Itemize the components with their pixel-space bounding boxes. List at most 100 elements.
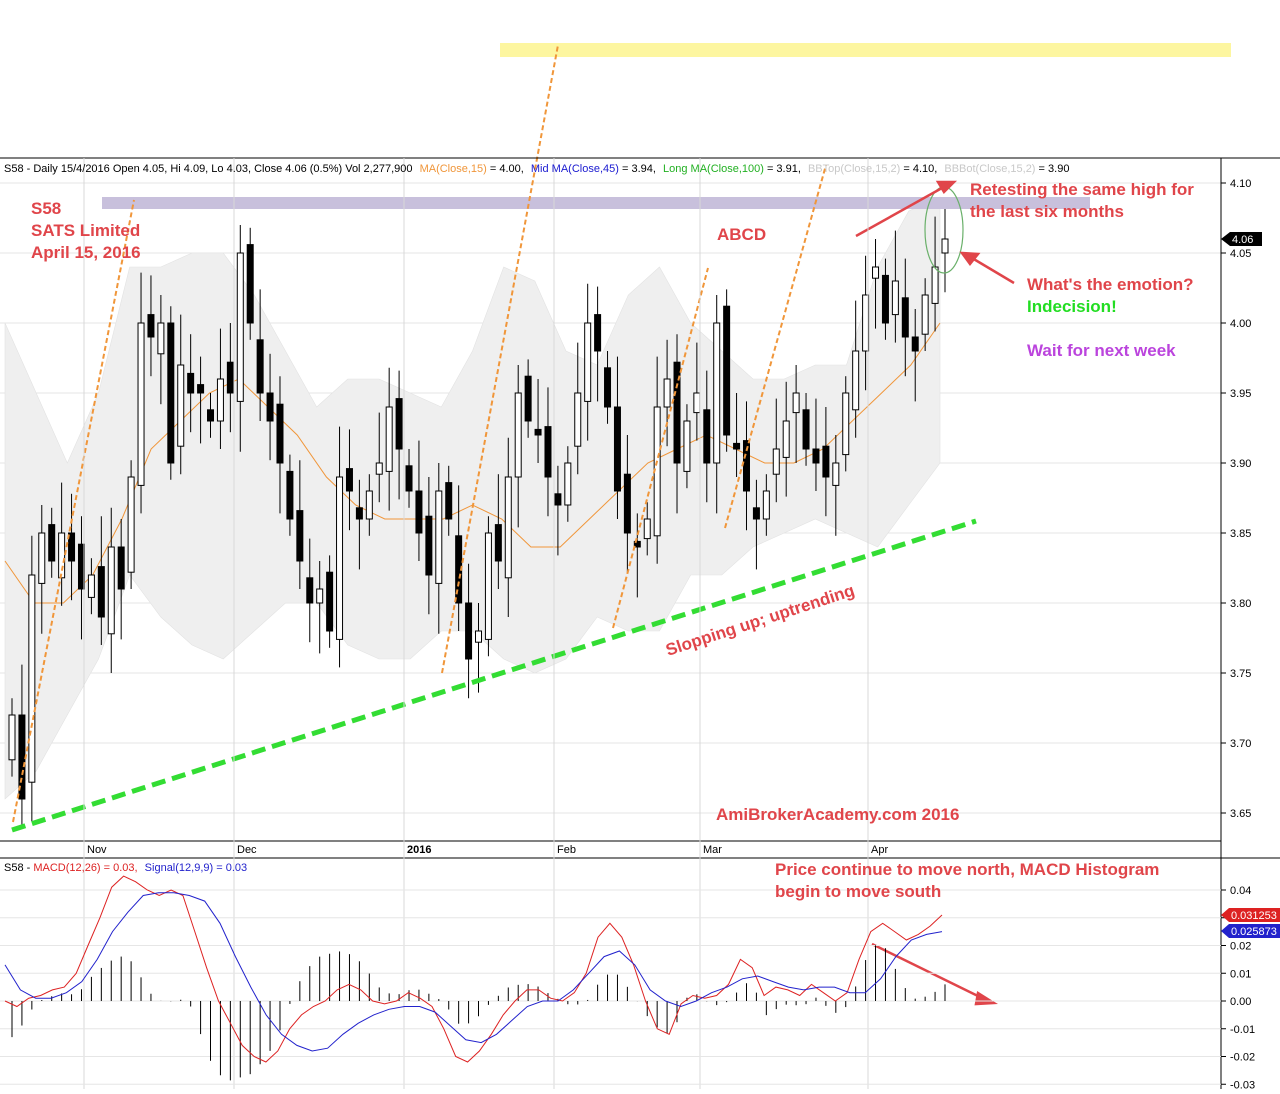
- highlight-band: [500, 43, 1231, 57]
- candle-body: [425, 515, 433, 576]
- candle-body: [613, 406, 621, 492]
- candle-body: [38, 532, 46, 584]
- abcd-line-1: [12, 199, 135, 823]
- macd-tick-label: -0.01: [1230, 1024, 1255, 1036]
- macd-note-line-2: begin to move south: [775, 882, 941, 901]
- candle-body: [723, 305, 731, 436]
- candle-body: [207, 409, 215, 422]
- candle-body: [465, 602, 473, 660]
- macd-line: [4, 875, 943, 1063]
- resistance-band: [102, 197, 1090, 209]
- candle-body: [673, 361, 681, 464]
- candle-body: [604, 367, 612, 408]
- month-label: Mar: [703, 844, 722, 856]
- month-labels: Nov Dec 2016 Feb Mar Apr: [83, 158, 888, 1089]
- candle-body: [812, 448, 820, 464]
- candle-body: [375, 462, 383, 475]
- emotion-question: What's the emotion?: [1027, 275, 1193, 294]
- candle-body: [97, 566, 105, 618]
- candle-body: [822, 445, 830, 478]
- candle-body: [872, 266, 880, 279]
- candle-body: [187, 372, 195, 394]
- macd-grid: [0, 889, 1221, 1085]
- macd-arrowhead: [974, 990, 999, 1006]
- retest-line-2: the last six months: [970, 202, 1124, 221]
- abcd-lines: [12, 44, 827, 823]
- candle-body: [445, 482, 453, 520]
- candle-body: [415, 490, 423, 534]
- candle-body: [68, 532, 76, 562]
- macd-tick-label: -0.02: [1230, 1052, 1255, 1064]
- price-tick-label: 3.90: [1230, 458, 1251, 470]
- candle-body: [336, 476, 344, 640]
- candle-body: [385, 406, 393, 472]
- candle-body: [742, 440, 750, 492]
- macd-header: S58 - MACD(12,26) = 0.03, Signal(12,9,9)…: [4, 862, 247, 874]
- candle-body: [8, 714, 16, 761]
- candle-body: [117, 546, 125, 590]
- candle-body: [802, 409, 810, 450]
- retest-arrow: [855, 186, 943, 238]
- macd-tick-label: -0.03: [1230, 1079, 1255, 1089]
- candle-body: [286, 470, 294, 520]
- candle-body: [365, 490, 373, 520]
- candle-body: [574, 392, 582, 447]
- month-label: Feb: [557, 844, 576, 856]
- price-tick-label: 4.05: [1230, 248, 1251, 260]
- candle-body: [633, 540, 641, 548]
- month-label: Apr: [871, 844, 888, 856]
- mid-ma-value: = 3.94,: [622, 163, 656, 175]
- candle-body: [58, 532, 66, 579]
- candle-body: [236, 252, 244, 402]
- candle-body: [216, 378, 224, 422]
- macd-tick-label: 0.01: [1230, 968, 1251, 980]
- title-block: S58 SATS Limited April 15, 2016: [31, 199, 141, 262]
- price-tick-label: 3.80: [1230, 598, 1251, 610]
- candle-body: [494, 524, 502, 562]
- candle-body: [713, 322, 721, 464]
- candle-body: [901, 297, 909, 338]
- macd-header-signal: Signal(12,9,9) = 0.03: [145, 862, 247, 874]
- candle-body: [355, 507, 363, 520]
- macd-tick-label: 0.04: [1230, 885, 1251, 897]
- emotion-arrowhead: [959, 251, 981, 267]
- candle-body: [395, 398, 403, 450]
- title-code: S58: [31, 199, 61, 218]
- month-label: Dec: [237, 844, 257, 856]
- price-tick-label: 3.85: [1230, 528, 1251, 540]
- candle-body: [87, 574, 95, 598]
- candle-body: [693, 392, 701, 414]
- ma-label: MA(Close,15): [420, 163, 487, 175]
- macd-arrow: [871, 942, 983, 1000]
- candle-body: [584, 322, 592, 402]
- price-tag-shape: [1221, 232, 1262, 246]
- candle-body: [266, 392, 274, 422]
- candle-body: [475, 630, 482, 643]
- candle-body: [832, 462, 840, 486]
- indecision-label: Indecision!: [1027, 297, 1117, 316]
- candle-body: [137, 322, 145, 486]
- macd-tag-shape: [1221, 908, 1280, 922]
- candle-body: [941, 238, 949, 254]
- candle-body: [554, 493, 562, 506]
- candle-body: [316, 588, 324, 604]
- candle-body: [276, 403, 284, 464]
- wait-label: Wait for next week: [1027, 341, 1176, 360]
- candle-body: [931, 266, 939, 304]
- candle-body: [107, 546, 115, 635]
- candle-body: [296, 510, 304, 562]
- candle-body: [733, 442, 741, 450]
- candles: [8, 199, 949, 827]
- bbbot-label: BBBot(Close,15,2): [944, 163, 1035, 175]
- price-tag-text: 4.06: [1232, 234, 1253, 246]
- title-date: April 15, 2016: [31, 243, 141, 262]
- abcd-label: ABCD: [717, 225, 766, 244]
- candle-body: [435, 490, 443, 584]
- panel-frames: [0, 157, 1280, 1089]
- signal-tag-shape: [1221, 924, 1280, 938]
- ma-value: = 4.00,: [490, 163, 524, 175]
- emotion-arrow: [971, 256, 1015, 285]
- retest-arrowhead: [935, 180, 958, 195]
- candle-body: [881, 274, 889, 324]
